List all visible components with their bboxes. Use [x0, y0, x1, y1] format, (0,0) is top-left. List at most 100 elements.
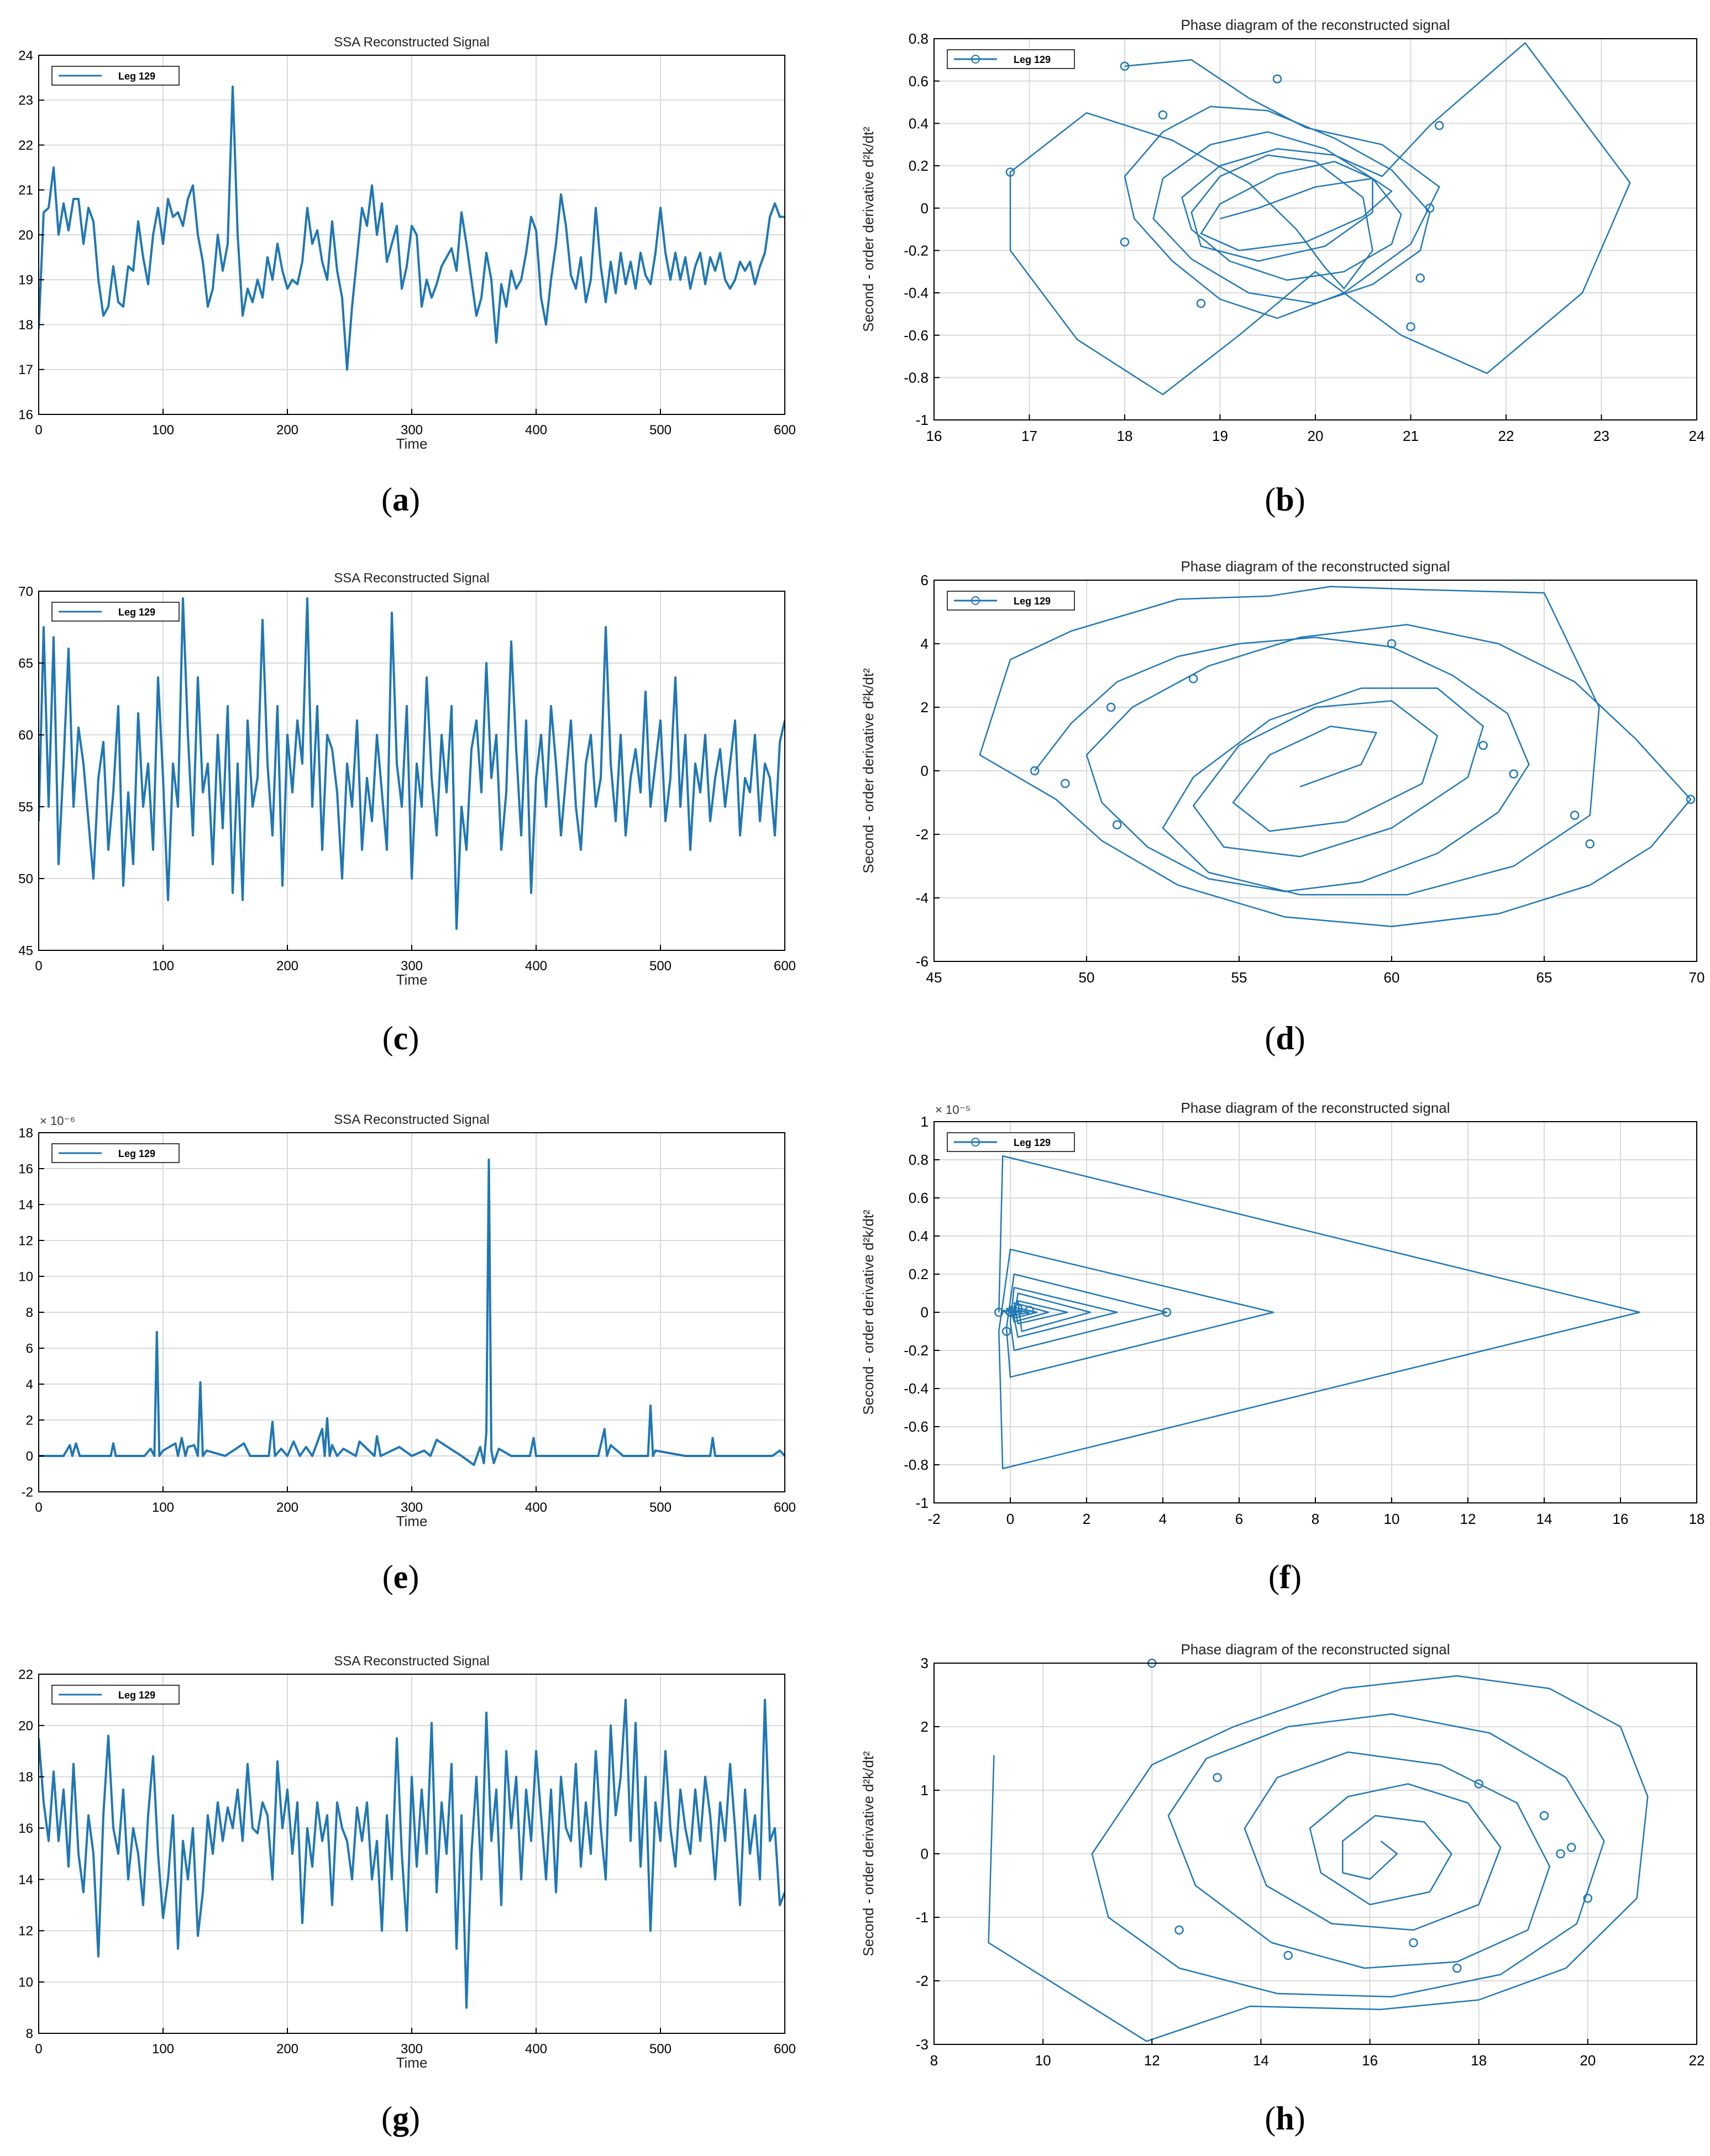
- y-tick-label: 19: [18, 273, 33, 288]
- y-tick-label: -0.8: [904, 369, 929, 386]
- x-tick-label: 65: [1536, 969, 1552, 986]
- data-marker: [1415, 273, 1425, 283]
- panel-d-chart: 45 50 55 60 65 70 -6 -4 -2 0 2 4 6 Phase diagram of t…: [860, 558, 1705, 986]
- data-marker: [1435, 120, 1444, 130]
- x-tick-label: 400: [525, 423, 547, 438]
- x-tick-label: 4: [1159, 1511, 1167, 1527]
- y-tick-label: 1: [921, 1782, 929, 1799]
- y-tick-label: 0.6: [909, 1190, 929, 1206]
- y-tick-label: -2: [916, 826, 929, 843]
- series-line: [39, 1698, 785, 2009]
- y-tick-label: 50: [18, 871, 33, 886]
- x-tick-label: 500: [649, 1500, 672, 1515]
- data-marker: [1005, 1307, 1015, 1317]
- x-tick-label: 16: [1613, 1511, 1629, 1527]
- y-tick-label: -2: [916, 1973, 929, 1989]
- y-tick-label: -0.6: [904, 327, 929, 344]
- series-line: [39, 85, 785, 371]
- x-tick-label: 400: [525, 2042, 547, 2057]
- x-tick-label: 0: [1006, 1511, 1014, 1527]
- data-marker: [1686, 795, 1696, 804]
- y-tick-label: 10: [18, 1975, 33, 1990]
- data-marker: [1583, 1894, 1593, 1903]
- legend-box: [947, 1132, 1075, 1152]
- y-tick-label: 0.2: [909, 1266, 929, 1282]
- y-axis-label: Second - order derivative d²k/dt²: [860, 127, 877, 332]
- data-marker: [1556, 1849, 1565, 1859]
- x-tick-label: 14: [1253, 2052, 1269, 2069]
- legend-label: Leg 129: [118, 1148, 155, 1159]
- legend-label: Leg 129: [118, 71, 155, 82]
- y-tick-label: -0.2: [904, 242, 929, 259]
- y-tick-label: 16: [18, 1161, 33, 1176]
- y-tick-label: 60: [18, 728, 33, 743]
- data-marker: [1112, 820, 1122, 829]
- x-tick-label: 22: [1689, 2052, 1705, 2069]
- panel-c-chart: 0 100 200 300 400 500 600 45 50 55 60 65 70 SSA Recon…: [18, 571, 796, 988]
- x-axis-label: Time: [396, 1513, 428, 1529]
- data-marker: [1387, 639, 1397, 649]
- x-tick-label: 300: [401, 959, 423, 974]
- y-tick-label: 0.8: [909, 30, 929, 47]
- x-tick-label: 200: [276, 423, 298, 438]
- x-tick-label: 400: [525, 959, 547, 974]
- data-marker: [1567, 1843, 1576, 1852]
- y-tick-label: 24: [18, 48, 33, 63]
- x-tick-label: 2: [1083, 1511, 1090, 1527]
- y-tick-label: 18: [18, 318, 33, 333]
- x-tick-label: 0: [35, 2042, 42, 2057]
- y-tick-label: 23: [18, 93, 33, 108]
- legend-marker: [971, 1138, 980, 1147]
- x-tick-label: 600: [774, 2042, 796, 2057]
- y-tick-label: 10: [18, 1269, 33, 1284]
- caption-f: (f): [1268, 1559, 1302, 1595]
- x-tick-label: 0: [35, 423, 42, 438]
- y-tick-label: 4: [921, 635, 929, 652]
- chart-title: SSA Reconstructed Signal: [334, 1112, 490, 1127]
- x-tick-label: 20: [1580, 2052, 1596, 2069]
- data-marker: [1509, 769, 1519, 779]
- x-axis-label: Time: [396, 971, 428, 988]
- series-line: [39, 1158, 785, 1466]
- caption-g: (g): [381, 2100, 420, 2137]
- x-axis-label: Time: [396, 2054, 428, 2071]
- data-marker: [1162, 1307, 1172, 1317]
- data-marker: [1120, 237, 1130, 247]
- panel-e-chart: 0 100 200 300 400 500 600-2024681012141618SSA …: [18, 1112, 796, 1529]
- chart-title: Phase diagram of the reconstructed signa…: [1181, 1100, 1450, 1116]
- x-tick-label: 100: [152, 1500, 174, 1515]
- x-tick-label: 70: [1689, 969, 1705, 986]
- y-tick-label: 0: [921, 1845, 929, 1862]
- x-tick-label: 100: [152, 959, 174, 974]
- y-tick-label: 18: [18, 1770, 33, 1785]
- data-marker: [1061, 779, 1070, 788]
- x-tick-label: 200: [276, 2042, 298, 2057]
- x-tick-label: 12: [1460, 1511, 1476, 1527]
- x-tick-label: 300: [401, 2042, 423, 2057]
- y-tick-label: 0: [921, 1304, 929, 1321]
- y-tick-label: 14: [18, 1873, 33, 1887]
- legend-label: Leg 129: [118, 1690, 155, 1701]
- x-tick-label: 500: [649, 423, 672, 438]
- x-tick-label: -2: [927, 1511, 940, 1527]
- y-tick-label: 0.4: [909, 1228, 929, 1244]
- data-marker: [1196, 298, 1206, 308]
- chart-title: SSA Reconstructed Signal: [334, 571, 490, 586]
- y-tick-label: -0.2: [904, 1342, 929, 1359]
- x-tick-label: 600: [774, 1500, 796, 1515]
- panel-g-chart: 0 100 200 300 400 500 600 8 10 12 14 16 18 20 22 SSA Re…: [18, 1654, 796, 2071]
- caption-e: (e): [382, 1559, 419, 1595]
- series-line: [39, 597, 785, 930]
- y-tick-label: 14: [18, 1197, 33, 1212]
- x-tick-label: 18: [1471, 2052, 1487, 2069]
- y-axis-label: Second - order derivative d²k/dt²: [860, 668, 877, 874]
- y-exponent-label: × 10⁻⁵: [935, 1103, 971, 1117]
- series-line: [1009, 42, 1631, 396]
- x-tick-label: 6: [1235, 1511, 1243, 1527]
- data-marker: [1570, 811, 1580, 820]
- x-tick-label: 16: [1362, 2052, 1378, 2069]
- x-tick-label: 55: [1231, 969, 1247, 986]
- data-marker: [1425, 203, 1435, 213]
- data-marker: [1272, 74, 1282, 84]
